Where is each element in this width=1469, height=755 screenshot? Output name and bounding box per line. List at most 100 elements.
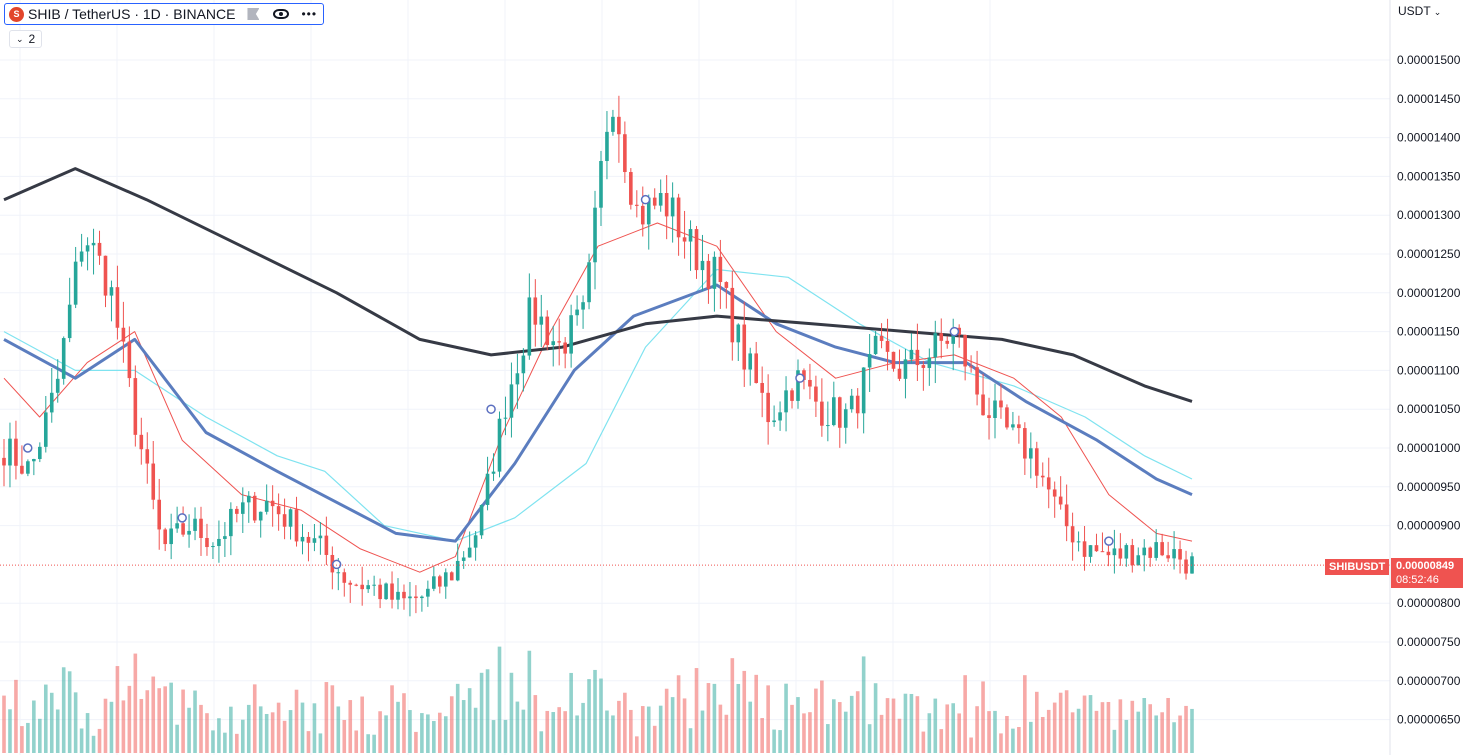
volume-bar — [14, 679, 18, 753]
candle-body — [742, 324, 747, 370]
volume-bar — [909, 693, 914, 753]
candle-body — [133, 378, 138, 435]
currency-label: USDT — [1398, 4, 1431, 18]
volume-bar — [360, 696, 364, 753]
eye-icon[interactable] — [273, 9, 290, 19]
candle-body — [348, 582, 353, 585]
volume-bar — [1070, 712, 1075, 753]
volume-bar — [957, 713, 961, 753]
candle-body — [432, 576, 436, 589]
volume-bar — [712, 683, 717, 753]
volume-bar — [300, 702, 305, 753]
symbol-header[interactable]: S SHIB / TetherUS · 1D · BINANCE ••• — [4, 3, 325, 25]
volume-bar — [867, 724, 872, 753]
volume-bar — [145, 690, 150, 753]
candle-body — [175, 523, 179, 529]
volume-bar — [449, 696, 454, 753]
candle-body — [360, 584, 364, 590]
volume-bar — [718, 704, 723, 753]
volume-bar — [73, 692, 78, 753]
price-tick-label: 0.00000650 — [1397, 713, 1461, 727]
candle-body — [145, 449, 150, 464]
candle-body — [485, 473, 490, 505]
candle-body — [1124, 545, 1129, 559]
volume-bar — [688, 728, 693, 753]
candle-body — [139, 434, 144, 450]
flag-icon[interactable] — [247, 8, 260, 20]
symbol-title: SHIB / TetherUS · 1D · BINANCE — [28, 6, 236, 22]
volume-bar — [491, 720, 496, 753]
volume-bar — [396, 701, 400, 753]
volume-bar — [32, 700, 36, 753]
volume-bar — [611, 715, 615, 753]
candle-body — [867, 354, 872, 368]
price-tick-label: 0.00001300 — [1397, 208, 1461, 222]
candle-body — [20, 465, 24, 474]
candle-body — [1052, 489, 1057, 497]
candle-body — [26, 461, 30, 474]
candle-body — [282, 514, 287, 527]
indicator-count: 2 — [28, 32, 36, 46]
candle-body — [235, 508, 239, 514]
candle-body — [760, 382, 764, 393]
candle-body — [127, 341, 132, 379]
candle-body — [993, 400, 997, 418]
candle-body — [503, 417, 508, 419]
volume-bar — [999, 733, 1003, 753]
candle-body — [1148, 547, 1153, 558]
candle-body — [1023, 428, 1027, 459]
volume-bar — [20, 726, 24, 753]
volume-bar — [306, 731, 311, 753]
candle-body — [652, 197, 657, 206]
candle-body — [563, 342, 567, 354]
candle-body — [32, 459, 36, 462]
ma-slow-line — [3, 167, 1193, 403]
indicators-toggle[interactable]: ⌄ 2 — [9, 30, 43, 48]
candle-body — [1070, 526, 1075, 543]
price-tick-label: 0.00001100 — [1397, 363, 1460, 377]
volume-bar — [903, 693, 908, 753]
candle-body — [1029, 448, 1033, 459]
candle-body — [861, 367, 866, 414]
volume-bar — [276, 702, 281, 753]
candle-body — [318, 535, 323, 539]
candle-body — [814, 386, 818, 402]
volume-bar — [8, 709, 12, 753]
currency-selector[interactable]: USDT ⌄ — [1398, 4, 1441, 18]
event-marker-icon — [795, 373, 805, 383]
volume-bar — [49, 692, 54, 753]
volume-bar — [55, 709, 60, 753]
volume-bar — [324, 682, 329, 753]
volume-bar — [205, 713, 209, 753]
ticker-tag: SHIBUSDT — [1325, 559, 1390, 575]
candle-body — [766, 392, 770, 423]
candle-body — [1076, 541, 1081, 543]
candle-body — [778, 412, 782, 421]
price-tick-label: 0.00001400 — [1397, 131, 1461, 145]
candle-body — [491, 471, 496, 474]
volume-bar — [915, 696, 920, 753]
volume-bar — [533, 695, 538, 753]
candle-body — [539, 316, 544, 325]
volume-bar — [1172, 722, 1176, 753]
candle-body — [718, 256, 723, 283]
volume-bar — [557, 707, 561, 753]
candle-body — [629, 172, 633, 205]
more-options-icon[interactable]: ••• — [301, 7, 318, 21]
volume-bar — [808, 712, 812, 753]
event-marker-icon — [640, 194, 651, 205]
volume-bar — [163, 686, 167, 753]
price-tick-label: 0.00000950 — [1397, 480, 1461, 494]
candle-body — [115, 287, 120, 328]
price-tick-label: 0.00001450 — [1397, 92, 1461, 106]
candle-body — [557, 341, 561, 343]
volume-bar — [670, 697, 675, 753]
candle-body — [1064, 504, 1069, 527]
candle-body — [939, 333, 944, 341]
volume-bar — [640, 706, 645, 753]
candle-body — [1112, 548, 1117, 556]
candle-body — [843, 409, 848, 428]
candle-body — [151, 463, 156, 500]
candle-body — [157, 499, 162, 530]
